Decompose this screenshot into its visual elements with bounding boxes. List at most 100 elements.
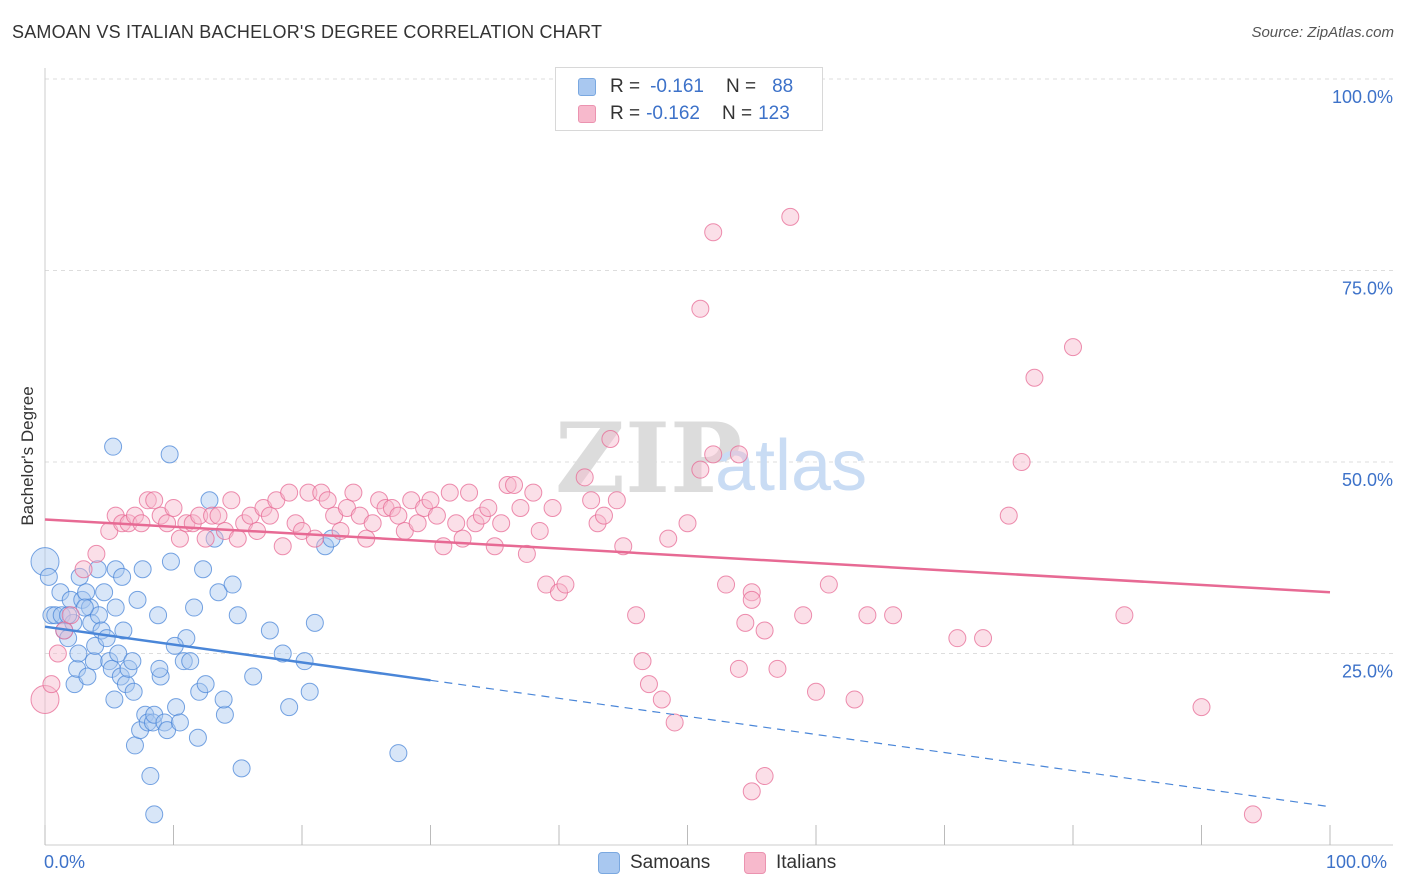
legend-item-italians[interactable]: Italians	[744, 852, 836, 874]
n-label: N =	[725, 76, 757, 97]
point-samoans	[260, 621, 279, 640]
italians-legend-swatch	[744, 852, 766, 874]
point-italians	[1192, 698, 1211, 717]
y-tick-label: 25.0%	[1342, 662, 1393, 682]
point-samoans	[89, 606, 108, 625]
point-italians	[492, 514, 511, 533]
series-italians	[30, 207, 1262, 824]
point-italians	[999, 506, 1018, 525]
italians-legend-label: Italians	[776, 852, 837, 873]
point-samoans	[174, 652, 193, 671]
point-samoans	[116, 675, 135, 694]
point-italians	[819, 575, 838, 594]
point-italians	[209, 506, 228, 525]
point-samoans	[215, 705, 234, 724]
point-samoans	[190, 682, 209, 701]
point-italians	[389, 506, 408, 525]
r-value: -0.161	[650, 76, 704, 97]
italians-swatch	[578, 105, 596, 123]
point-italians	[1025, 368, 1044, 387]
point-samoans	[151, 667, 170, 686]
point-samoans	[46, 606, 65, 625]
point-italians	[742, 590, 761, 609]
point-italians	[974, 629, 993, 648]
stats-legend: R = -0.161 N = 88 R = -0.162 N = 123	[555, 67, 823, 131]
n-value: 88	[772, 76, 794, 97]
point-italians	[190, 506, 209, 525]
point-samoans	[300, 682, 319, 701]
point-samoans	[145, 705, 164, 724]
point-italians	[305, 529, 324, 548]
point-italians	[434, 537, 453, 556]
point-italians	[87, 544, 106, 563]
y-tick-label: 75.0%	[1342, 279, 1393, 299]
point-samoans	[68, 659, 87, 678]
point-italians	[363, 514, 382, 533]
point-samoans	[77, 583, 96, 602]
point-italians	[1243, 805, 1262, 824]
r-label: R =	[610, 103, 641, 124]
point-italians	[704, 223, 723, 242]
point-italians	[440, 483, 459, 502]
point-samoans	[128, 590, 147, 609]
point-italians	[1115, 606, 1134, 625]
point-italians	[286, 514, 305, 533]
point-italians	[382, 498, 401, 517]
point-samoans	[200, 491, 219, 510]
point-samoans	[280, 698, 299, 717]
watermark-zip: ZIP	[555, 402, 742, 515]
point-italians	[170, 529, 189, 548]
point-samoans	[125, 736, 144, 755]
point-samoans	[150, 659, 169, 678]
point-italians	[427, 506, 446, 525]
point-italians	[421, 491, 440, 510]
point-italians	[145, 491, 164, 510]
point-samoans	[97, 629, 116, 648]
y-axis-label: Bachelor's Degree	[18, 386, 37, 526]
point-italians	[132, 514, 151, 533]
trend-line-extension-samoans	[430, 679, 1331, 808]
point-italians	[42, 675, 61, 694]
point-italians	[729, 445, 748, 464]
legend-item-samoans[interactable]: Samoans	[598, 852, 710, 874]
point-samoans	[80, 598, 99, 617]
point-samoans	[170, 713, 189, 732]
point-italians	[273, 537, 292, 556]
point-italians	[948, 629, 967, 648]
point-italians	[1064, 338, 1082, 357]
point-italians	[312, 483, 331, 502]
point-italians	[524, 483, 543, 502]
watermark: ZIP atlas	[555, 402, 867, 515]
point-italians	[858, 606, 877, 625]
r-value: -0.162	[646, 103, 700, 124]
point-italians	[607, 491, 626, 510]
point-italians	[61, 606, 80, 625]
r-label: R =	[610, 76, 641, 97]
point-italians	[203, 506, 222, 525]
chart-title: SAMOAN VS ITALIAN BACHELOR'S DEGREE CORR…	[12, 22, 603, 42]
n-label: N =	[721, 103, 753, 124]
point-italians	[344, 483, 363, 502]
point-italians	[614, 537, 633, 556]
point-italians	[158, 514, 177, 533]
point-italians	[717, 575, 736, 594]
point-italians	[594, 506, 613, 525]
point-italians	[755, 621, 774, 640]
point-italians	[704, 445, 723, 464]
point-italians	[260, 506, 279, 525]
point-italians	[74, 560, 93, 579]
point-samoans	[39, 567, 58, 586]
y-tick-label: 100.0%	[1332, 87, 1393, 107]
stats-row-samoans: R = -0.161 N = 88	[578, 74, 793, 100]
point-samoans	[105, 690, 124, 709]
point-samoans	[161, 552, 180, 571]
point-italians	[884, 606, 903, 625]
point-italians	[318, 491, 337, 510]
point-samoans	[51, 583, 70, 602]
point-italians	[678, 514, 697, 533]
point-italians	[582, 491, 601, 510]
point-italians	[601, 430, 620, 449]
x-tick-right: 100.0%	[1326, 852, 1388, 872]
axes	[44, 68, 1393, 846]
